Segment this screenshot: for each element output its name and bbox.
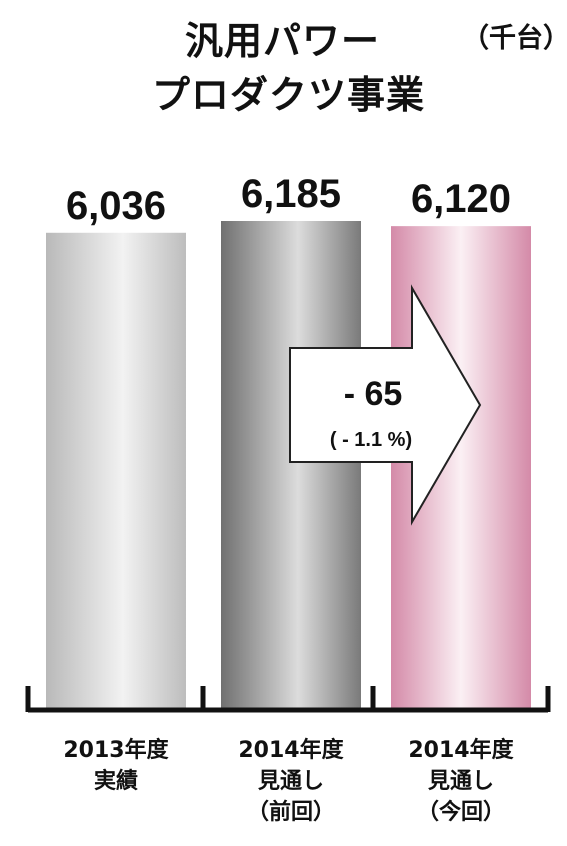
value-label-1: 6,036 — [66, 184, 166, 228]
category-label-2: 2014年度 見通し （前回） — [216, 735, 366, 828]
category-label-1-line-2: 実績 — [93, 769, 138, 794]
bar-2 — [221, 221, 361, 710]
category-label-3-line-2: 見通し — [427, 769, 494, 794]
category-label-2-line-1: 2014年度 — [238, 738, 344, 763]
category-label-3-line-3: （今回） — [416, 800, 505, 825]
category-label-3-line-1: 2014年度 — [408, 738, 514, 763]
change-value: - 65 — [344, 375, 403, 413]
value-label-3: 6,120 — [411, 177, 511, 221]
category-label-1-line-1: 2013年度 — [63, 738, 169, 763]
category-label-2-line-3: （前回） — [246, 800, 335, 825]
category-label-2-line-2: 見通し — [257, 769, 324, 794]
category-label-1: 2013年度 実績 — [41, 735, 191, 797]
chart-title-line-1: 汎用パワー — [185, 19, 381, 63]
value-label-2: 6,185 — [241, 172, 341, 216]
category-label-3: 2014年度 見通し （今回） — [386, 735, 536, 828]
bar-1 — [46, 232, 186, 710]
unit-label: （千台） — [462, 23, 567, 54]
chart-title-line-2: プロダクツ事業 — [152, 73, 426, 117]
x-axis — [25, 686, 551, 713]
change-percent: ( - 1.1 %) — [330, 429, 412, 451]
change-arrow: - 65 ( - 1.1 %) — [289, 284, 482, 526]
